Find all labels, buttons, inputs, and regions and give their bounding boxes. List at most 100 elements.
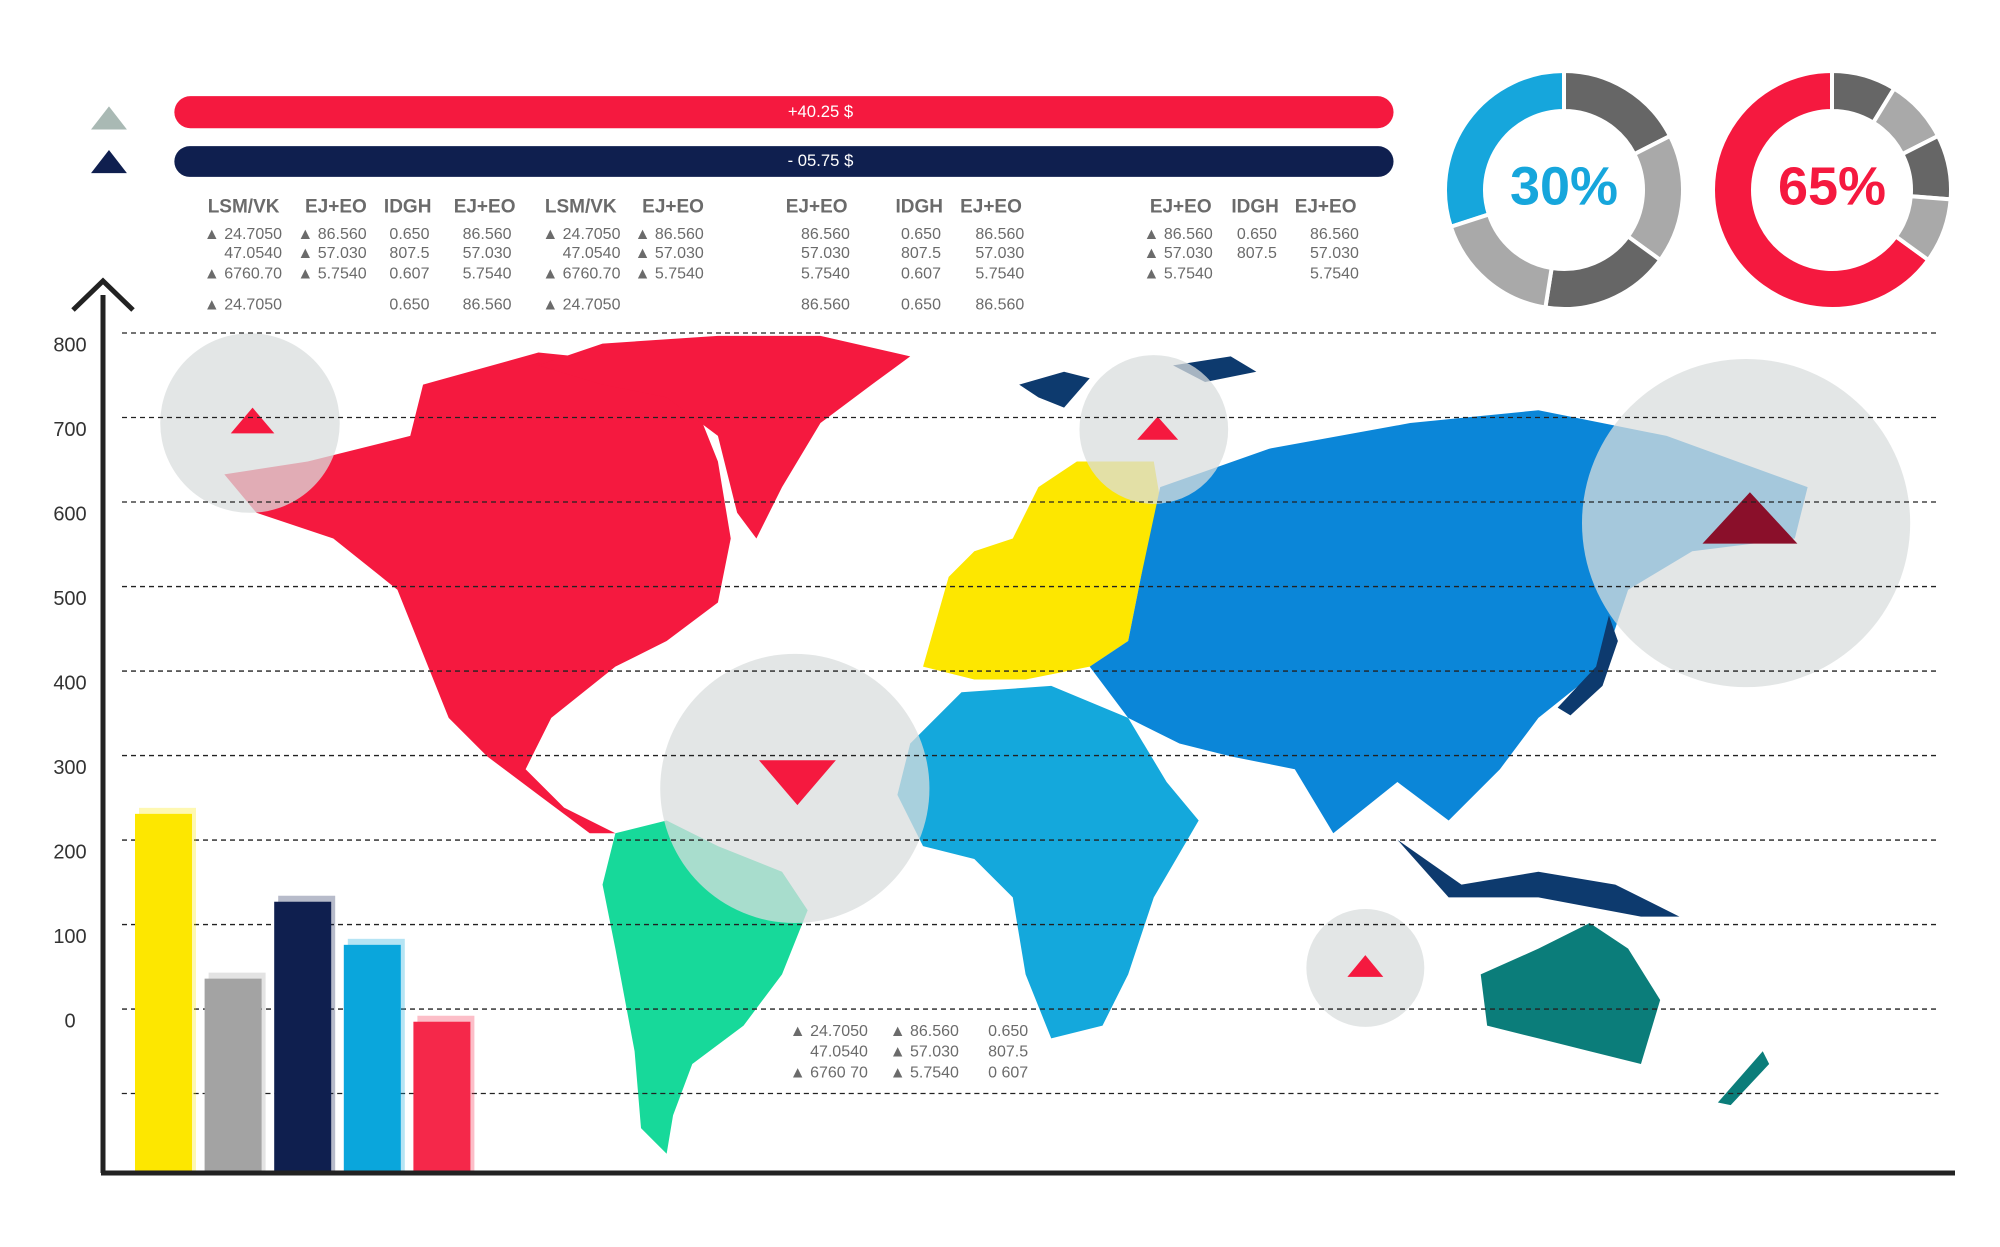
donut-background-segment: [1543, 233, 1664, 311]
greenland: [538, 335, 911, 539]
cell-value: 86.560: [975, 296, 1024, 313]
column-header: EJ+EO: [786, 197, 848, 218]
cell-value: 0.650: [901, 226, 941, 243]
donut-background-segment: [1448, 211, 1554, 310]
cell-value: ▲ 24.7050: [204, 226, 282, 243]
cell-value: ▲ 86.560: [890, 1023, 959, 1040]
cell-value: 57.030: [463, 245, 512, 262]
donut-background-segment: [1562, 68, 1673, 157]
cell-value: 47.0540: [563, 245, 621, 262]
cell-value: 47.0540: [224, 245, 282, 262]
cell-value: 5.7540: [801, 266, 850, 283]
indicator-label: - 05.75 $: [788, 151, 854, 170]
column-header: IDGH: [895, 197, 943, 218]
up-arrow: [1702, 492, 1798, 544]
y-tick-label: 700: [53, 419, 86, 441]
donut-label: 30%: [1510, 156, 1618, 216]
cell-value: ▲ 57.030: [635, 245, 704, 262]
europe: [923, 461, 1161, 680]
cell-value: 0 607: [988, 1064, 1028, 1081]
column-header: EJ+EO: [1295, 197, 1357, 218]
cell-value: 86.560: [463, 226, 512, 243]
bar: [343, 944, 401, 1173]
y-tick-label: 300: [53, 757, 86, 779]
y-tick-label: 500: [53, 588, 86, 610]
indicator-bar: [174, 96, 1394, 129]
cell-value: 807.5: [389, 245, 429, 262]
cell-value: 0.650: [988, 1023, 1028, 1040]
donut-label: 65%: [1778, 156, 1886, 216]
y-tick-label: 0: [64, 1010, 75, 1032]
cell-value: 86.560: [801, 226, 850, 243]
cell-value: 86.560: [1310, 226, 1359, 243]
column-header: EJ+EO: [454, 197, 516, 218]
cell-value: 47.0540: [810, 1044, 868, 1061]
y-tick-label: 800: [53, 334, 86, 356]
column-header: IDGH: [1231, 197, 1279, 218]
cell-value: ▲ 6760.70: [542, 266, 620, 283]
y-tick-label: 400: [53, 672, 86, 694]
cell-value: 0.607: [389, 266, 429, 283]
cell-value: 0.650: [389, 296, 429, 313]
islands: [1019, 371, 1090, 408]
cell-value: 86.560: [975, 226, 1024, 243]
cell-value: ▲ 24.7050: [542, 296, 620, 313]
cell-value: 57.030: [801, 245, 850, 262]
cell-value: ▲ 5.7540: [890, 1064, 959, 1081]
cell-value: 0.650: [901, 296, 941, 313]
column-header: EJ+EO: [642, 197, 704, 218]
bar: [204, 978, 262, 1173]
donut-background-segment: [1893, 194, 1953, 263]
cell-value: ▲ 24.7050: [790, 1023, 868, 1040]
world-map: +40.25 $ - 05.75 $: [91, 96, 1939, 1154]
cell-value: 807.5: [1237, 245, 1277, 262]
column-header: LSM/VK: [208, 197, 280, 218]
bar: [135, 813, 192, 1173]
cell-value: ▲ 57.030: [297, 245, 366, 262]
cell-value: 57.030: [975, 245, 1024, 262]
japan: [1557, 615, 1618, 716]
cell-value: 807.5: [988, 1044, 1028, 1061]
column-header: EJ+EO: [1150, 197, 1212, 218]
cell-value: 86.560: [801, 296, 850, 313]
column-header: EJ+EO: [305, 197, 367, 218]
cell-value: 5.7540: [975, 266, 1024, 283]
cell-value: ▲ 6760 70: [790, 1064, 868, 1081]
bar: [413, 1021, 471, 1173]
axis-arrow: [71, 277, 135, 312]
cell-value: 0.607: [901, 266, 941, 283]
cell-value: 57.030: [1310, 245, 1359, 262]
cell-value: ▲ 86.560: [635, 226, 704, 243]
indicator-label: +40.25 $: [788, 102, 853, 121]
australia: [1480, 923, 1661, 1065]
cell-value: 86.560: [463, 296, 512, 313]
legend-triangle: [91, 106, 127, 130]
legend-triangle: [91, 149, 127, 174]
column-header: EJ+EO: [960, 197, 1022, 218]
cell-value: ▲ 5.7540: [635, 266, 704, 283]
new-zealand: [1717, 1051, 1770, 1106]
cell-value: ▲ 57.030: [1144, 245, 1213, 262]
column-header: IDGH: [384, 197, 432, 218]
cell-value: ▲ 24.7050: [204, 296, 282, 313]
cell-value: ▲ 57.030: [890, 1044, 959, 1061]
cell-value: ▲ 86.560: [1144, 226, 1213, 243]
y-tick-label: 100: [53, 926, 86, 948]
column-header: LSM/VK: [545, 197, 617, 218]
y-tick-label: 600: [53, 503, 86, 525]
north-america: [224, 352, 731, 834]
cell-value: 807.5: [901, 245, 941, 262]
up-arrow: [230, 407, 275, 434]
cell-value: ▲ 24.7050: [542, 226, 620, 243]
down-arrow: [758, 760, 836, 806]
cell-value: ▲ 5.7540: [1144, 266, 1213, 283]
cell-value: 5.7540: [463, 266, 512, 283]
bar: [274, 901, 332, 1173]
donut-segment: [1711, 68, 1932, 311]
cell-value: 0.650: [1237, 226, 1277, 243]
africa: [897, 685, 1199, 1039]
indicator-bar: [174, 146, 1394, 177]
cell-value: ▲ 6760.70: [204, 266, 282, 283]
up-arrow: [1347, 955, 1384, 977]
